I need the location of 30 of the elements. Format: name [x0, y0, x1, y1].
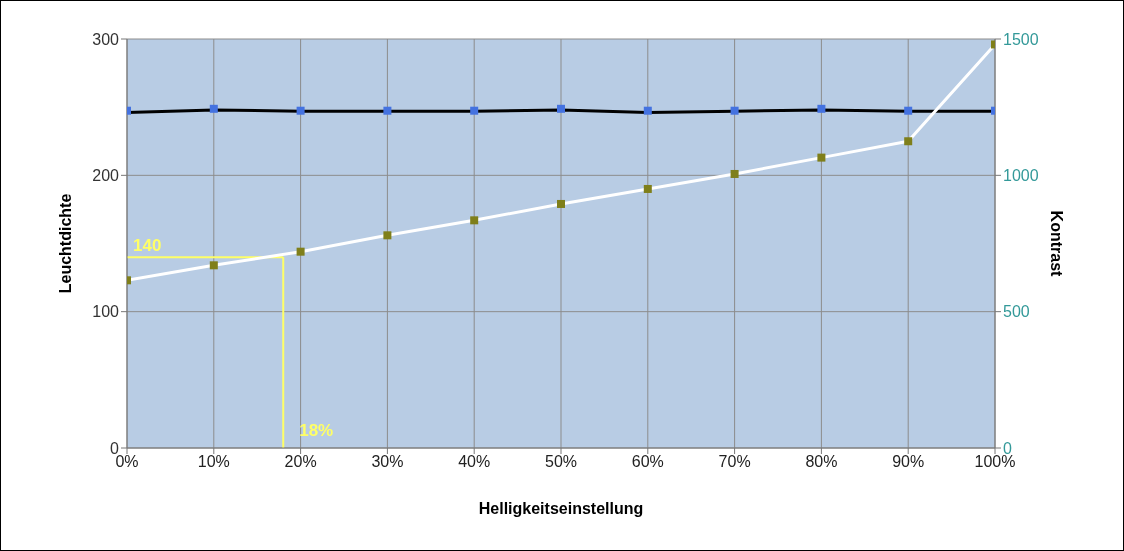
x-tick-label: 50% [544, 453, 578, 471]
y-axis-title: Leuchtdichte [56, 193, 74, 294]
y2-tick-label: 500 [1003, 303, 1030, 321]
y2-tick-label: 1000 [1003, 167, 1039, 185]
x-tick-label: 70% [718, 453, 751, 471]
point [470, 216, 479, 225]
point [643, 184, 652, 193]
x-tick-label: 30% [371, 453, 404, 471]
ref-line-label: 140 [133, 236, 162, 256]
point [730, 169, 739, 178]
point [557, 199, 565, 208]
x-tick-label: 10% [197, 453, 230, 471]
x-tick-label: 60% [631, 453, 664, 471]
x-tick-label: 20% [284, 453, 317, 471]
point [383, 231, 392, 240]
x-tick-label: 100% [974, 453, 1016, 471]
point [296, 247, 305, 256]
x-tick-label: 40% [458, 453, 491, 471]
x-tick-label: 90% [892, 453, 925, 471]
point [209, 261, 218, 270]
point [904, 137, 913, 146]
y2-tick-label: 1500 [1003, 30, 1039, 48]
x-tick-label: 80% [805, 453, 838, 471]
y-tick-label: 100 [92, 303, 120, 321]
x-axis-title: Helligkeitseinstellung [478, 500, 644, 517]
point [817, 153, 826, 162]
x-tick-label: 0% [115, 453, 139, 471]
y2-axis-title: Kontrast [1048, 210, 1066, 278]
y-tick-label: 200 [92, 167, 120, 185]
y-tick-label: 300 [92, 30, 120, 48]
